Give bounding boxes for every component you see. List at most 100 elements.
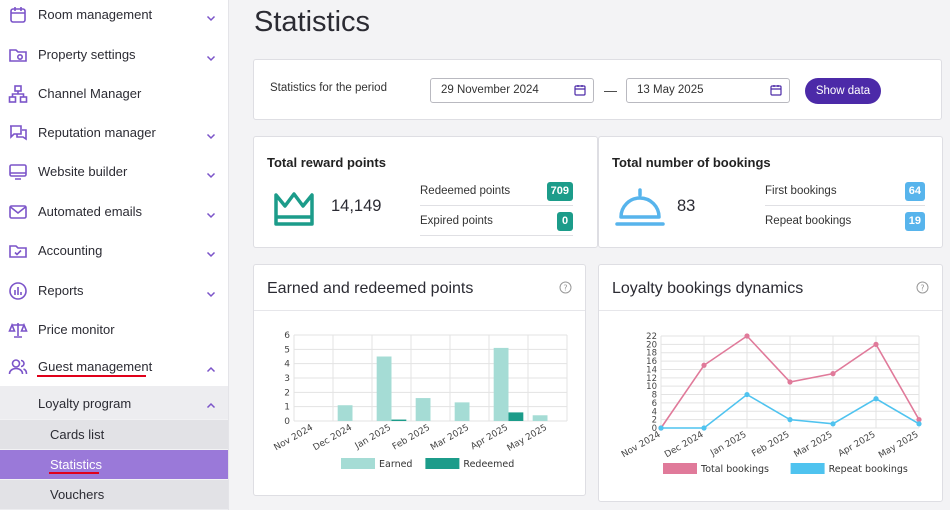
y-tick-label: 12 bbox=[646, 374, 657, 384]
sidebar-item-label: Channel Manager bbox=[38, 86, 142, 101]
sidebar-item-label: Reports bbox=[38, 283, 84, 298]
crown-icon bbox=[274, 192, 314, 226]
y-tick-label: 3 bbox=[284, 374, 290, 384]
repeat-bookings-badge: 19 bbox=[904, 212, 925, 231]
chevron-down-icon bbox=[206, 128, 216, 139]
calendar-icon bbox=[8, 5, 28, 25]
stat-row-label: First bookings bbox=[765, 185, 837, 197]
sidebar-item-statistics[interactable]: Statistics bbox=[0, 449, 228, 479]
x-tick-label: Apr 2025 bbox=[469, 423, 510, 452]
chart-title: Earned and redeemed points bbox=[267, 280, 474, 297]
x-tick-label: Dec 2024 bbox=[663, 430, 706, 460]
sidebar-item-loyalty-program[interactable]: Loyalty program bbox=[0, 388, 228, 418]
help-icon[interactable]: ? bbox=[559, 281, 572, 294]
y-tick-label: 8 bbox=[652, 391, 657, 401]
loyalty-submenu: Loyalty program Cards list Statistics Vo… bbox=[0, 386, 228, 510]
y-tick-label: 1 bbox=[284, 403, 290, 413]
end-date-field[interactable]: 13 May 2025 bbox=[626, 78, 790, 103]
envelope-icon bbox=[8, 202, 28, 222]
reward-points-card: Total reward points 14,149 Redeemed poin… bbox=[253, 136, 598, 248]
sidebar-item-reports[interactable]: Reports bbox=[0, 271, 228, 310]
repeat-bookings-row: Repeat bookings 19 bbox=[765, 207, 925, 236]
sidebar-item-channel-manager[interactable]: Channel Manager bbox=[0, 74, 228, 113]
sidebar-item-label: Website builder bbox=[38, 164, 128, 179]
earned-redeemed-chart-card: Earned and redeemed points ? 0 1 2 3 4 5 6 Nov … bbox=[253, 264, 586, 496]
chart-divider bbox=[254, 310, 585, 311]
y-tick-label: 16 bbox=[646, 357, 657, 367]
data-point bbox=[701, 362, 707, 368]
data-point bbox=[830, 421, 836, 427]
bar-earned bbox=[532, 415, 548, 421]
calendar-icon[interactable] bbox=[574, 84, 586, 96]
start-date-field[interactable]: 29 November 2024 bbox=[430, 78, 594, 103]
x-tick-label: Dec 2024 bbox=[312, 423, 355, 453]
end-date-value: 13 May 2025 bbox=[637, 84, 704, 96]
show-data-button[interactable]: Show data bbox=[805, 78, 881, 104]
sidebar-item-label: Reputation manager bbox=[38, 125, 156, 140]
legend-label: Total bookings bbox=[700, 464, 769, 475]
settings-folder-icon bbox=[8, 45, 28, 65]
expired-points-row: Expired points 0 bbox=[420, 207, 573, 236]
y-tick-label: 4 bbox=[284, 360, 290, 370]
chevron-down-icon bbox=[206, 246, 216, 257]
x-tick-label: May 2025 bbox=[506, 423, 549, 454]
calendar-icon[interactable] bbox=[770, 84, 782, 96]
data-point bbox=[658, 425, 664, 431]
bar-redeemed bbox=[508, 412, 524, 421]
x-tick-label: Jan 2025 bbox=[353, 423, 393, 452]
sidebar-item-label: Automated emails bbox=[38, 204, 143, 219]
bar-chart-icon bbox=[8, 281, 28, 301]
chevron-up-icon bbox=[206, 398, 216, 409]
sidebar-item-reputation-manager[interactable]: Reputation manager bbox=[0, 113, 228, 152]
sidebar-item-label: Price monitor bbox=[38, 322, 115, 337]
expired-points-badge: 0 bbox=[557, 212, 573, 231]
y-tick-label: 10 bbox=[646, 382, 657, 392]
sidebar-item-label: Vouchers bbox=[50, 487, 105, 502]
page-title: Statistics bbox=[254, 6, 371, 38]
sidebar-item-price-monitor[interactable]: Price monitor bbox=[0, 310, 228, 349]
start-date-value: 29 November 2024 bbox=[441, 84, 539, 96]
bar-earned bbox=[493, 347, 509, 421]
sidebar-item-property-settings[interactable]: Property settings bbox=[0, 35, 228, 74]
sidebar-item-automated-emails[interactable]: Automated emails bbox=[0, 192, 228, 231]
data-point bbox=[744, 391, 750, 398]
y-tick-label: 14 bbox=[646, 365, 657, 375]
folder-check-icon bbox=[8, 241, 28, 261]
bar-earned bbox=[454, 402, 470, 421]
data-point bbox=[873, 341, 879, 347]
chevron-down-icon bbox=[206, 207, 216, 218]
help-icon[interactable]: ? bbox=[916, 281, 929, 294]
stat-row-label: Repeat bookings bbox=[765, 215, 852, 227]
sidebar-item-cards-list[interactable]: Cards list bbox=[0, 419, 228, 449]
svg-text:?: ? bbox=[920, 284, 924, 293]
sidebar-item-guest-management[interactable]: Guest management bbox=[0, 347, 228, 386]
x-tick-label: Nov 2024 bbox=[620, 430, 663, 460]
data-point bbox=[787, 379, 793, 385]
y-tick-label: 20 bbox=[646, 340, 657, 350]
legend-swatch bbox=[341, 458, 375, 469]
x-tick-label: May 2025 bbox=[877, 430, 920, 461]
sidebar-item-label: Statistics bbox=[50, 457, 103, 472]
y-tick-label: 18 bbox=[646, 349, 657, 359]
sidebar-item-accounting[interactable]: Accounting bbox=[0, 231, 228, 270]
sidebar-item-label: Room management bbox=[38, 7, 153, 22]
sidebar: Room management Property settings Channe… bbox=[0, 0, 229, 510]
period-label: Statistics for the period bbox=[270, 82, 387, 94]
sidebar-item-label: Property settings bbox=[38, 47, 136, 62]
active-item-underline bbox=[49, 472, 99, 474]
legend-label: Repeat bookings bbox=[829, 464, 908, 475]
bar-earned bbox=[337, 405, 353, 421]
sidebar-item-website-builder[interactable]: Website builder bbox=[0, 152, 228, 191]
chevron-up-icon bbox=[206, 362, 216, 372]
service-bell-icon bbox=[615, 188, 665, 226]
chevron-down-icon bbox=[206, 167, 216, 178]
legend-swatch bbox=[425, 458, 460, 469]
sidebar-item-vouchers[interactable]: Vouchers bbox=[0, 479, 228, 509]
sidebar-item-room-management[interactable]: Room management bbox=[0, 0, 228, 34]
reward-points-total: 14,149 bbox=[331, 197, 382, 215]
monitor-icon bbox=[8, 162, 28, 182]
main-content: Statistics Statistics for the period 29 … bbox=[230, 0, 950, 510]
legend-swatch bbox=[663, 463, 697, 474]
chart-title: Loyalty bookings dynamics bbox=[612, 280, 804, 297]
